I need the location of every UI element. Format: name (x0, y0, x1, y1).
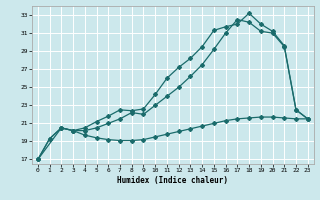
X-axis label: Humidex (Indice chaleur): Humidex (Indice chaleur) (117, 176, 228, 185)
